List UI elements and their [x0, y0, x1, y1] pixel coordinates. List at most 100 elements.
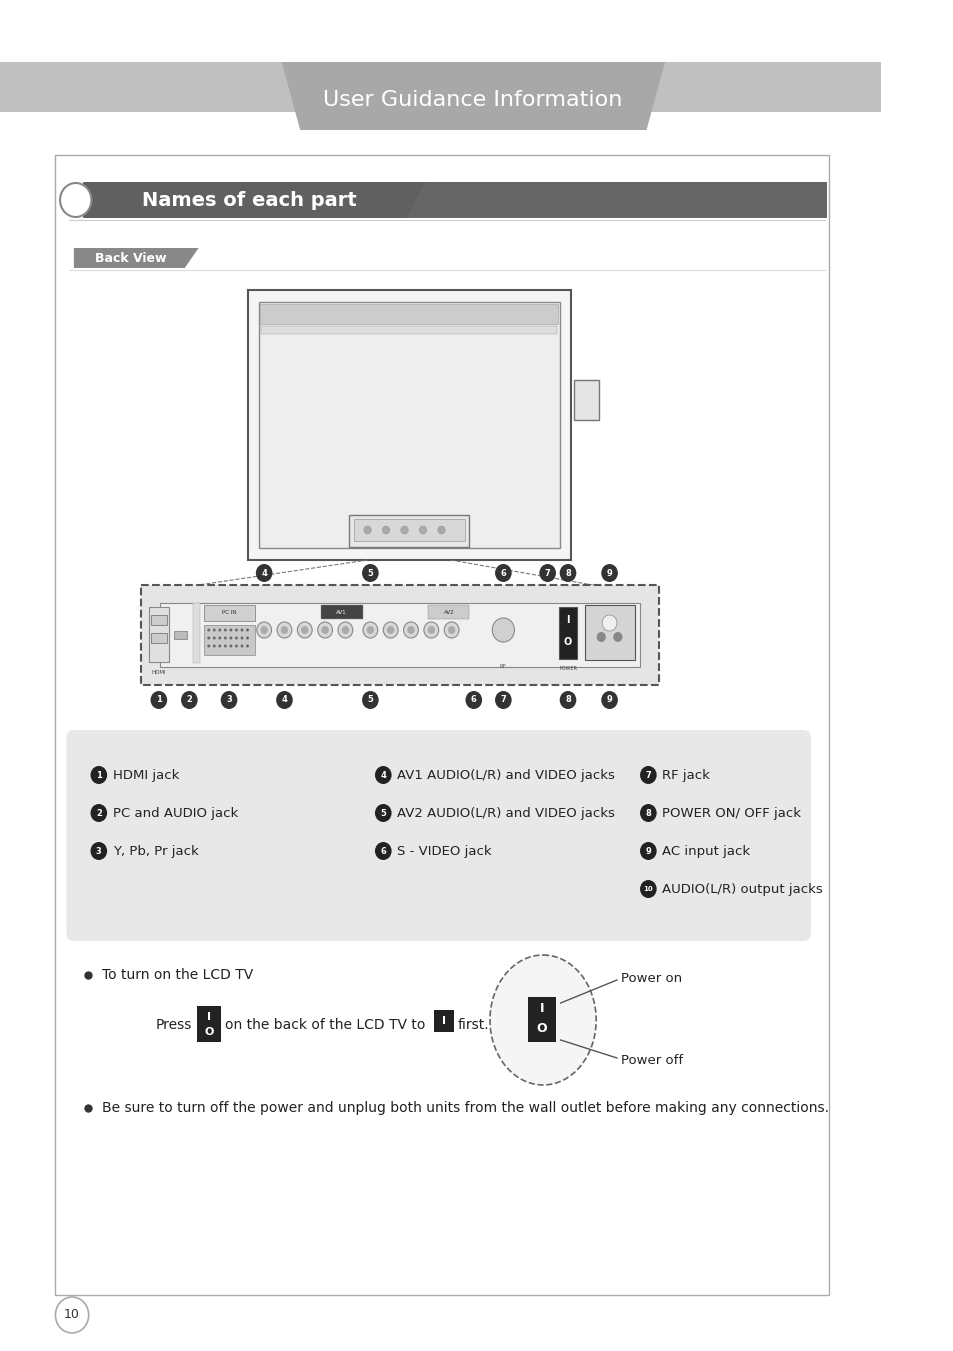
- Circle shape: [224, 636, 227, 639]
- Text: 4: 4: [281, 696, 287, 704]
- Text: RF: RF: [499, 665, 506, 670]
- Circle shape: [213, 628, 215, 631]
- Text: 8: 8: [564, 569, 570, 577]
- Circle shape: [234, 644, 237, 647]
- Circle shape: [375, 804, 391, 821]
- Circle shape: [240, 628, 243, 631]
- FancyBboxPatch shape: [434, 1011, 454, 1032]
- Circle shape: [427, 626, 435, 634]
- Circle shape: [337, 621, 353, 638]
- Text: S - VIDEO jack: S - VIDEO jack: [396, 844, 491, 858]
- Text: Back View: Back View: [95, 251, 167, 265]
- Circle shape: [213, 644, 215, 647]
- Circle shape: [639, 880, 656, 898]
- Circle shape: [301, 626, 308, 634]
- Text: AC input jack: AC input jack: [661, 844, 750, 858]
- Circle shape: [419, 526, 426, 534]
- Circle shape: [276, 621, 292, 638]
- Text: 5: 5: [367, 569, 373, 577]
- Circle shape: [230, 636, 232, 639]
- Circle shape: [230, 644, 232, 647]
- Text: 9: 9: [645, 847, 651, 855]
- Text: 6: 6: [471, 696, 476, 704]
- Circle shape: [407, 626, 415, 634]
- Text: 7: 7: [500, 696, 506, 704]
- Text: 6: 6: [380, 847, 386, 855]
- Circle shape: [362, 563, 378, 582]
- Circle shape: [465, 690, 481, 709]
- Circle shape: [218, 636, 221, 639]
- Circle shape: [230, 628, 232, 631]
- Circle shape: [60, 182, 91, 218]
- Text: User Guidance Information: User Guidance Information: [323, 91, 622, 109]
- Text: 5: 5: [367, 696, 373, 704]
- FancyBboxPatch shape: [159, 603, 639, 667]
- Text: PC and AUDIO jack: PC and AUDIO jack: [112, 807, 237, 820]
- FancyBboxPatch shape: [584, 605, 635, 661]
- Circle shape: [224, 628, 227, 631]
- Circle shape: [91, 842, 107, 861]
- Circle shape: [639, 766, 656, 784]
- Text: 9: 9: [606, 696, 612, 704]
- Circle shape: [181, 690, 197, 709]
- Circle shape: [321, 626, 329, 634]
- Circle shape: [444, 621, 458, 638]
- Text: PC IN: PC IN: [221, 611, 236, 616]
- FancyBboxPatch shape: [173, 631, 188, 639]
- FancyBboxPatch shape: [67, 730, 810, 942]
- Text: 8: 8: [564, 696, 570, 704]
- Polygon shape: [281, 62, 664, 130]
- FancyBboxPatch shape: [528, 997, 556, 1042]
- Text: Power on: Power on: [620, 971, 681, 985]
- Circle shape: [341, 626, 349, 634]
- FancyBboxPatch shape: [204, 626, 254, 655]
- Circle shape: [218, 644, 221, 647]
- Text: POWER ON/ OFF jack: POWER ON/ OFF jack: [661, 807, 801, 820]
- Circle shape: [220, 690, 237, 709]
- Circle shape: [218, 628, 221, 631]
- FancyBboxPatch shape: [427, 605, 469, 619]
- FancyBboxPatch shape: [354, 519, 464, 540]
- Circle shape: [207, 644, 210, 647]
- Circle shape: [234, 636, 237, 639]
- Text: 2: 2: [96, 808, 102, 817]
- Circle shape: [255, 563, 273, 582]
- Text: O: O: [563, 638, 572, 647]
- Text: AV1: AV1: [336, 609, 347, 615]
- Text: 3: 3: [226, 696, 232, 704]
- Circle shape: [387, 626, 394, 634]
- Circle shape: [246, 644, 249, 647]
- Circle shape: [400, 526, 408, 534]
- Circle shape: [240, 644, 243, 647]
- FancyBboxPatch shape: [321, 605, 362, 619]
- Text: 1: 1: [155, 696, 162, 704]
- Text: on the back of the LCD TV to: on the back of the LCD TV to: [225, 1019, 425, 1032]
- Circle shape: [55, 1297, 89, 1333]
- FancyBboxPatch shape: [151, 615, 167, 626]
- Circle shape: [224, 644, 227, 647]
- Polygon shape: [73, 249, 198, 267]
- Text: O: O: [537, 1023, 547, 1035]
- Text: Power off: Power off: [620, 1054, 682, 1066]
- Text: 4: 4: [380, 770, 386, 780]
- Circle shape: [423, 621, 438, 638]
- Text: I: I: [207, 1012, 211, 1021]
- Circle shape: [492, 617, 514, 642]
- Circle shape: [246, 636, 249, 639]
- Text: first.: first.: [457, 1019, 489, 1032]
- Circle shape: [362, 621, 377, 638]
- Text: HDMI jack: HDMI jack: [112, 769, 179, 781]
- Circle shape: [601, 615, 617, 631]
- FancyBboxPatch shape: [141, 585, 658, 685]
- Circle shape: [495, 690, 511, 709]
- Circle shape: [495, 563, 511, 582]
- Circle shape: [362, 690, 378, 709]
- Text: 1: 1: [96, 770, 102, 780]
- Text: 10: 10: [643, 886, 653, 892]
- Circle shape: [538, 563, 556, 582]
- Text: To turn on the LCD TV: To turn on the LCD TV: [101, 969, 253, 982]
- Circle shape: [600, 690, 618, 709]
- Circle shape: [639, 842, 656, 861]
- Text: RF jack: RF jack: [661, 769, 709, 781]
- Circle shape: [382, 526, 390, 534]
